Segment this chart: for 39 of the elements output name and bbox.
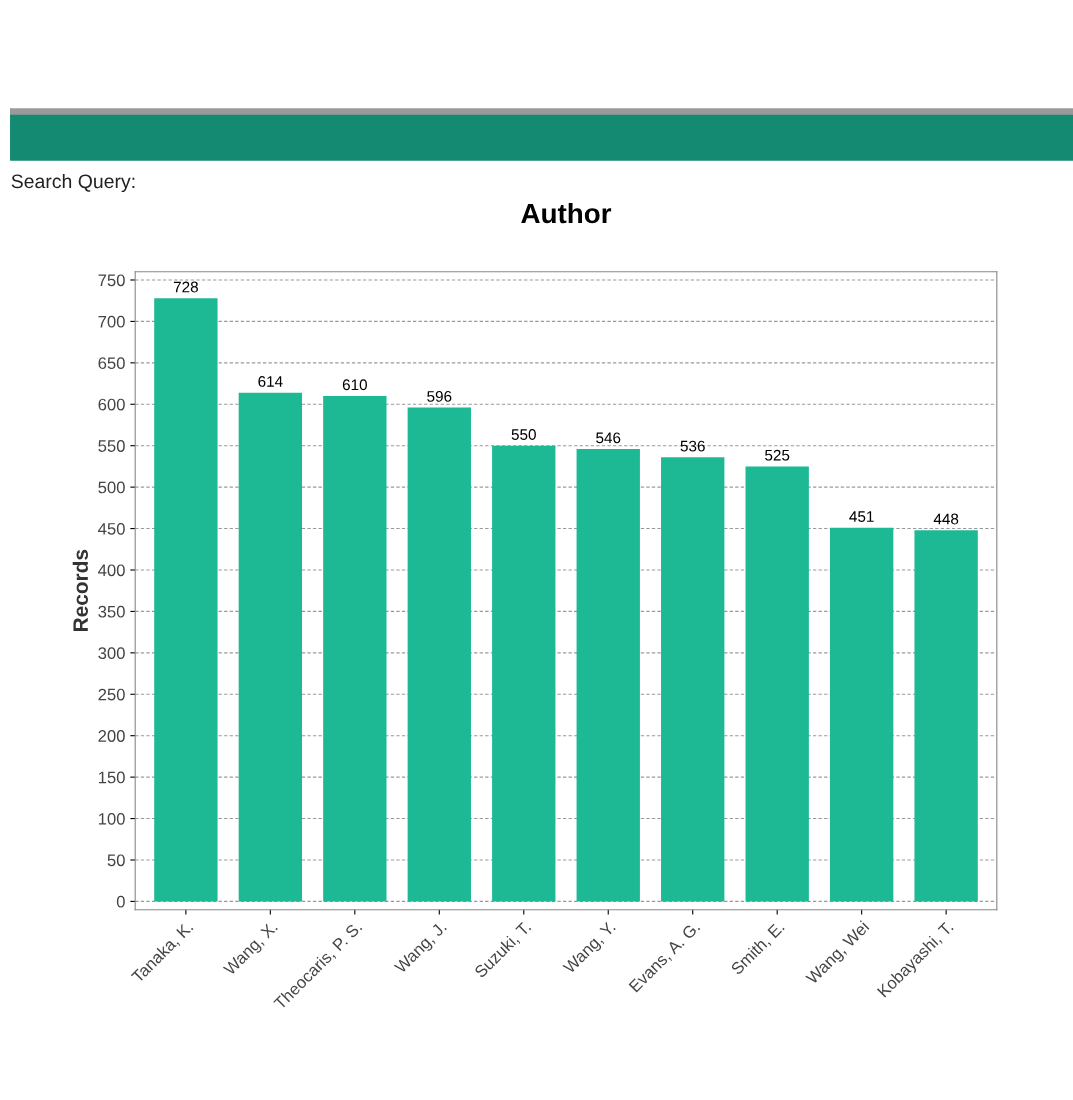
bar [492,445,556,902]
data-label: 546 [596,432,621,444]
y-tick-label: 450 [98,522,125,535]
data-label: 610 [342,379,367,391]
y-tick-label: 700 [98,315,125,328]
bar [829,527,894,902]
y-tick-label: 600 [98,398,125,411]
y-tick-label: 500 [98,481,125,494]
y-tick-label: 400 [98,564,125,577]
bar [914,530,978,902]
y-tick-label: 0 [116,895,125,908]
data-label: 451 [849,511,874,522]
data-label: 536 [680,440,705,452]
y-axis-title: Records [72,549,88,631]
y-tick-label: 550 [98,440,125,452]
data-label: 550 [511,429,536,440]
data-label: 596 [427,390,452,402]
y-tick-label: 150 [98,771,125,784]
y-tick-label: 300 [98,647,125,660]
bar [661,457,725,902]
bar [576,449,640,902]
y-tick-label: 50 [107,854,125,867]
bar [407,407,471,902]
data-label: 525 [765,449,790,461]
y-tick-label: 750 [98,274,125,287]
y-tick-label: 200 [98,730,125,742]
y-tick-label: 250 [98,688,125,701]
data-label: 448 [933,513,959,525]
bar [323,395,387,902]
y-tick-label: 350 [98,605,125,618]
chart-title: Author [521,202,612,224]
y-tick-label: 100 [98,812,125,825]
y-tick-label: 650 [98,357,125,370]
text: Search Query: [11,173,135,193]
bar [745,466,809,902]
data-label: 728 [173,281,198,293]
bar [238,392,303,902]
data-label: 614 [258,376,283,387]
bar [154,298,218,902]
